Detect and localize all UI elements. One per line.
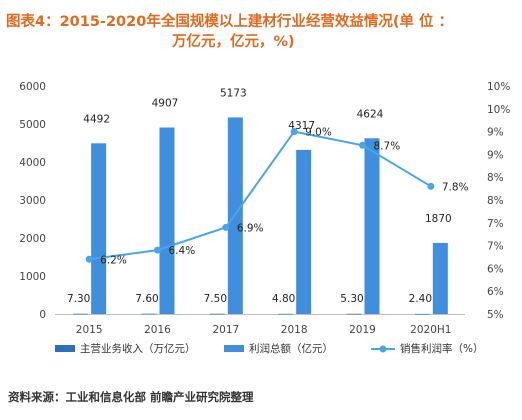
x-tick-label: 2017 — [212, 324, 239, 336]
bar-revenue — [209, 313, 225, 315]
legend-label-profit: 利润总额（亿元） — [249, 342, 333, 355]
data-label-profit: 4492 — [83, 113, 110, 125]
bar-revenue — [141, 313, 157, 315]
data-label-margin: 6.2% — [100, 254, 127, 266]
chart-title-line-2: 万亿元，亿元，%) — [172, 34, 295, 50]
y-right-tick-label: 7% — [487, 218, 504, 230]
data-label-revenue: 5.30 — [340, 293, 363, 305]
legend-label-margin: 销售利润率（%） — [400, 342, 483, 355]
data-label-margin: 6.4% — [169, 245, 196, 257]
data-label-profit: 1870 — [425, 213, 452, 225]
data-label-profit: 5173 — [220, 87, 247, 99]
x-tick-label: 2018 — [281, 324, 308, 336]
chart-title-line-1: 图表4：2015-2020年全国规模以上建材行业经营效益情况(单 位 ： — [6, 14, 454, 30]
y-right-tick-label: 6% — [487, 286, 504, 298]
data-label-margin: 7.8% — [442, 181, 469, 193]
data-label-revenue: 7.60 — [135, 293, 158, 305]
data-label-margin: 8.7% — [374, 140, 401, 152]
bar-revenue — [278, 313, 294, 315]
point-profit-margin — [427, 182, 435, 190]
legend-swatch-margin-marker — [379, 345, 387, 353]
y-right-tick-label: 6% — [487, 263, 504, 275]
chart-title: 图表4：2015-2020年全国规模以上建材行业经营效益情况(单 位 ： 万亿元… — [6, 12, 518, 52]
point-profit-margin — [154, 246, 161, 254]
bar-revenue — [73, 313, 89, 315]
point-profit-margin — [290, 128, 298, 136]
y-right-tick-label: 7% — [487, 241, 504, 253]
x-tick-label: 2020H1 — [410, 324, 451, 336]
legend-label-revenue: 主营业务收入（万亿元） — [80, 342, 196, 355]
y-right-tick-label: 10% — [487, 104, 510, 116]
point-profit-margin — [222, 223, 230, 231]
bar-revenue — [414, 313, 430, 315]
y-right-tick-label: 10% — [487, 81, 510, 93]
data-label-revenue: 7.50 — [204, 293, 227, 305]
bar-profit — [364, 138, 380, 314]
legend-swatch-revenue — [55, 345, 75, 352]
chart-plot: 0 1000 2000 3000 4000 5000 6000 5% 6% 6% 7% 7% 8% 8% 9… — [19, 81, 510, 355]
x-tick-label: 2016 — [144, 324, 171, 336]
bar-profit — [432, 242, 448, 314]
data-label-revenue: 2.40 — [409, 293, 432, 305]
y-right-tick-label: 9% — [487, 127, 504, 139]
data-label-margin: 9.0% — [305, 127, 332, 139]
bar-profit — [159, 127, 175, 314]
y-right-tick-label: 8% — [487, 172, 504, 184]
y-left-tick-label: 1000 — [19, 271, 46, 283]
y-left-tick-label: 3000 — [19, 195, 46, 207]
point-profit-margin — [85, 255, 93, 263]
bar-revenue — [346, 313, 362, 315]
legend-swatch-profit — [224, 345, 244, 352]
source-note: 资料来源：工业和信息化部 前瞻产业研究院整理 — [8, 390, 254, 404]
y-right-tick-label: 8% — [487, 195, 504, 207]
data-label-profit: 4624 — [357, 108, 384, 120]
line-profit-margin — [89, 130, 432, 261]
data-label-margin: 6.9% — [237, 222, 264, 234]
y-left-tick-label: 6000 — [19, 81, 46, 93]
y-right-tick-label: 5% — [487, 309, 504, 321]
x-tick-label: 2019 — [349, 324, 376, 336]
x-tick-label: 2015 — [76, 324, 103, 336]
data-label-revenue: 7.30 — [67, 293, 90, 305]
point-profit-margin — [359, 141, 366, 149]
y-right-tick-label: 9% — [487, 149, 504, 161]
y-left-tick-label: 5000 — [19, 119, 46, 131]
y-left-tick-label: 0 — [39, 309, 46, 321]
bar-profit — [296, 149, 312, 314]
data-label-revenue: 4.80 — [272, 293, 295, 305]
y-left-tick-label: 2000 — [19, 233, 46, 245]
y-left-tick-label: 4000 — [19, 157, 46, 169]
bar-profit — [91, 143, 107, 314]
data-label-profit: 4907 — [152, 98, 179, 110]
